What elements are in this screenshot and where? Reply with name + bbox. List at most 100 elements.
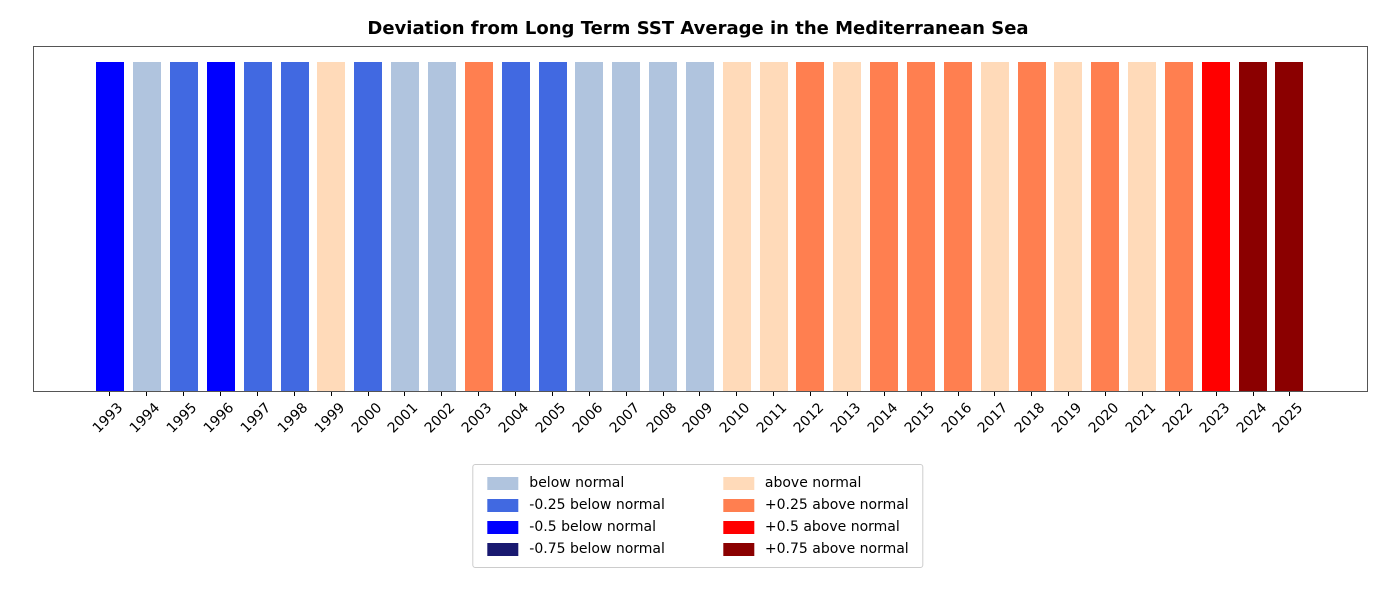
bar-slot-2015	[903, 62, 940, 391]
x-slot-2021: 2021	[1123, 392, 1161, 454]
legend-item--0.5-below-normal: -0.5 below normal	[487, 519, 665, 535]
bar-slot-2010	[718, 62, 755, 391]
legend-item-above-normal: above normal	[722, 475, 909, 491]
x-tick-1996	[220, 392, 222, 396]
x-tick-1997	[256, 392, 258, 396]
legend-swatch-+0.75-above-normal	[722, 542, 754, 556]
x-slot-2005: 2005	[533, 392, 571, 454]
x-tick-1994	[146, 392, 148, 396]
x-tick-1995	[183, 392, 185, 396]
x-tick-2011	[773, 392, 775, 396]
bar-slot-2018	[1013, 62, 1050, 391]
bar-slot-2002	[424, 62, 461, 391]
x-axis: 1993 1994 1995 1996 1997 1998 1999 2000 2001 2002…	[90, 392, 1308, 454]
bar-2012	[796, 62, 825, 391]
bar-slot-2020	[1087, 62, 1124, 391]
bar-slot-2012	[792, 62, 829, 391]
bar-2002	[428, 62, 457, 391]
legend-swatch-above-normal	[722, 476, 754, 490]
legend: below normal -0.25 below normal -0.5 below…	[472, 464, 924, 568]
bar-slot-2022	[1160, 62, 1197, 391]
bar-2022	[1164, 62, 1193, 391]
x-tick-2015	[920, 392, 922, 396]
legend-label-above-normal: above normal	[764, 475, 862, 491]
bar-2018	[1017, 62, 1046, 391]
x-slot-2019: 2019	[1049, 392, 1087, 454]
bar-2007	[612, 62, 641, 391]
bar-slot-2000	[350, 62, 387, 391]
bar-slot-2023	[1197, 62, 1234, 391]
bar-slot-2014	[866, 62, 903, 391]
legend-label-+0.75-above-normal: +0.75 above normal	[764, 541, 909, 557]
legend-label--0.75-below-normal: -0.75 below normal	[529, 541, 665, 557]
x-tick-2006	[588, 392, 590, 396]
bar-slot-2025	[1271, 62, 1308, 391]
x-tick-2008	[662, 392, 664, 396]
legend-label-below-normal: below normal	[529, 475, 625, 491]
bar-slot-1998	[276, 62, 313, 391]
x-tick-2016	[957, 392, 959, 396]
x-slot-2002: 2002	[422, 392, 460, 454]
x-slot-2017: 2017	[975, 392, 1013, 454]
bar-slot-1999	[313, 62, 350, 391]
chart-title: Deviation from Long Term SST Average in …	[367, 18, 1029, 39]
x-slot-2012: 2012	[791, 392, 829, 454]
x-slot-2023: 2023	[1196, 392, 1234, 454]
x-slot-2020: 2020	[1086, 392, 1124, 454]
bar-2014	[870, 62, 899, 391]
bar-slot-1994	[129, 62, 166, 391]
bar-2020	[1091, 62, 1120, 391]
bar-2008	[649, 62, 678, 391]
bar-2021	[1128, 62, 1157, 391]
bar-2005	[538, 62, 567, 391]
legend-swatch-+0.5-above-normal	[722, 520, 754, 534]
bar-slot-2011	[755, 62, 792, 391]
x-tick-2019	[1068, 392, 1070, 396]
bar-slot-2006	[571, 62, 608, 391]
bar-slot-2005	[534, 62, 571, 391]
bar-2003	[464, 62, 493, 391]
bar-1997	[243, 62, 272, 391]
legend-label-+0.5-above-normal: +0.5 above normal	[764, 519, 900, 535]
legend-label--0.5-below-normal: -0.5 below normal	[529, 519, 656, 535]
bar-slot-1997	[239, 62, 276, 391]
x-slot-1996: 1996	[201, 392, 239, 454]
x-tick-2017	[994, 392, 996, 396]
x-slot-2001: 2001	[385, 392, 423, 454]
legend-swatch-+0.25-above-normal	[722, 498, 754, 512]
x-slot-1993: 1993	[90, 392, 128, 454]
bar-2024	[1238, 62, 1267, 391]
x-slot-2008: 2008	[643, 392, 681, 454]
x-tick-2025	[1289, 392, 1291, 396]
x-slot-1999: 1999	[311, 392, 349, 454]
legend-item--0.25-below-normal: -0.25 below normal	[487, 497, 665, 513]
x-tick-2004	[515, 392, 517, 396]
bar-2023	[1201, 62, 1230, 391]
bar-slot-2021	[1124, 62, 1161, 391]
bar-slot-1995	[166, 62, 203, 391]
x-tick-2023	[1215, 392, 1217, 396]
x-slot-2011: 2011	[754, 392, 792, 454]
x-slot-2024: 2024	[1233, 392, 1271, 454]
bar-1996	[206, 62, 235, 391]
x-slot-2004: 2004	[496, 392, 534, 454]
x-slot-2022: 2022	[1160, 392, 1197, 454]
x-tick-2009	[699, 392, 701, 396]
bar-2001	[391, 62, 420, 391]
bar-slot-2003	[460, 62, 497, 391]
bars-container	[92, 62, 1308, 391]
x-tick-2024	[1252, 392, 1254, 396]
x-slot-2000: 2000	[348, 392, 386, 454]
bar-1998	[280, 62, 309, 391]
bar-slot-2013	[829, 62, 866, 391]
x-tick-2020	[1105, 392, 1107, 396]
legend-item-+0.75-above-normal: +0.75 above normal	[722, 541, 909, 557]
x-tick-2005	[551, 392, 553, 396]
bar-2000	[354, 62, 383, 391]
bar-2013	[833, 62, 862, 391]
x-slot-2018: 2018	[1012, 392, 1050, 454]
x-tick-2007	[625, 392, 627, 396]
plot-area	[33, 46, 1368, 392]
legend-swatch-below-normal	[487, 476, 519, 490]
